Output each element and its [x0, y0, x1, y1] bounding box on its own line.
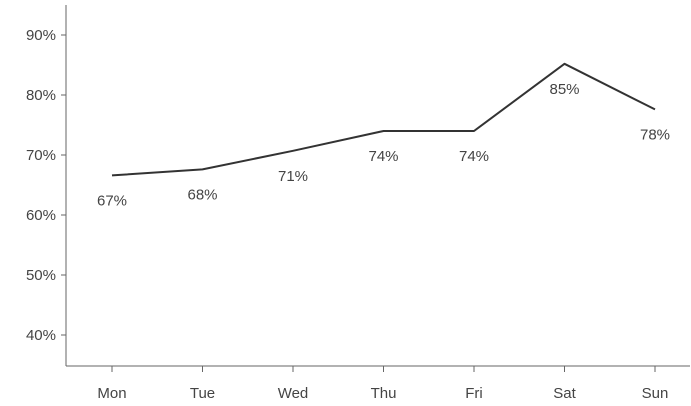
data-label: 85% [549, 81, 579, 98]
data-labels: 67% 68% 71% 74% 74% 85% 78% [97, 81, 670, 210]
series-line [111, 62, 656, 177]
series-layer [111, 62, 656, 177]
x-tick-label: Fri [465, 385, 483, 402]
x-tick-label: Sat [553, 385, 576, 402]
x-tick-label: Wed [278, 385, 309, 402]
data-label: 68% [187, 186, 217, 203]
y-tick-label: 50% [26, 267, 56, 284]
y-tick-label: 40% [26, 327, 56, 344]
y-tick-label: 70% [26, 147, 56, 164]
x-tick-label: Mon [97, 385, 126, 402]
y-tick-label: 90% [26, 27, 56, 44]
data-label: 67% [97, 192, 127, 209]
y-tick-label: 60% [26, 207, 56, 224]
data-label: 74% [368, 148, 398, 165]
data-label: 74% [459, 148, 489, 165]
data-label: 78% [640, 126, 670, 143]
y-tick-label: 80% [26, 87, 56, 104]
x-tick-label: Thu [371, 385, 397, 402]
x-tick-label: Sun [642, 385, 669, 402]
data-label: 71% [278, 168, 308, 185]
x-tick-label: Tue [190, 385, 215, 402]
axes: 40% 50% 60% 70% 80% 90% Mon Tue Wed Thu Fri Sat Sun [26, 5, 690, 402]
